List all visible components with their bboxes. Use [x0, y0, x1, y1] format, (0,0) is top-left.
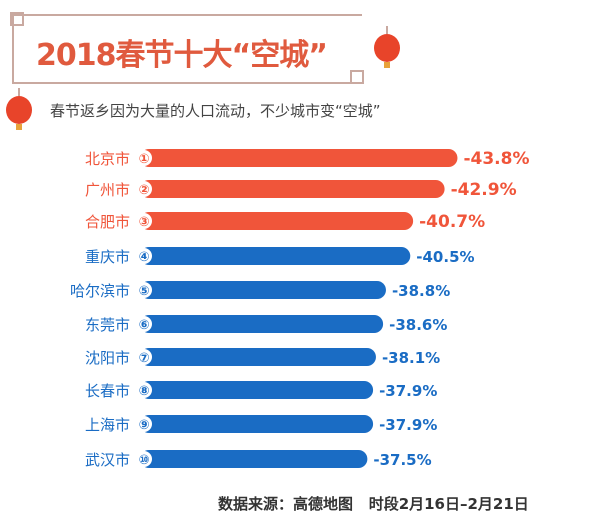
- category-label: 沈阳市: [85, 349, 130, 367]
- rank-badge: [136, 150, 152, 166]
- category-label: 上海市: [85, 416, 130, 434]
- rank-badge: [136, 416, 152, 432]
- value-label: -40.5%: [416, 248, 474, 266]
- rank-badge: [136, 382, 152, 398]
- decor-corner: [10, 12, 24, 26]
- rank-label: ⑩: [138, 453, 149, 468]
- category-label: 广州市: [85, 181, 130, 199]
- rank-label: ③: [138, 215, 149, 230]
- category-label: 合肥市: [85, 213, 130, 231]
- data-source: 数据来源：高德地图 时段2月16日–2月21日: [218, 493, 529, 514]
- period-text: 时段2月16日–2月21日: [368, 495, 529, 513]
- value-label: -38.1%: [382, 349, 440, 367]
- chart-subtitle: 春节返乡因为大量的人口流动，不少城市变“空城”: [50, 102, 381, 120]
- value-label: -37.5%: [373, 451, 431, 469]
- bar: [140, 348, 376, 366]
- value-label: -37.9%: [379, 416, 437, 434]
- category-label: 东莞市: [85, 316, 130, 334]
- rank-badge: [136, 248, 152, 264]
- rank-label: ④: [138, 250, 149, 265]
- value-label: -37.9%: [379, 382, 437, 400]
- bar: [140, 149, 458, 167]
- bar: [140, 315, 384, 333]
- bar: [140, 180, 445, 198]
- value-label: -42.9%: [451, 180, 517, 200]
- category-label: 哈尔滨市: [70, 282, 130, 300]
- decor-corner: [350, 70, 364, 84]
- rank-label: ⑤: [138, 284, 149, 299]
- bar: [140, 381, 374, 399]
- chart-title: 2018春节十大“空城”: [36, 38, 328, 73]
- bar: [140, 450, 368, 468]
- value-label: -38.6%: [389, 316, 447, 334]
- rank-badge: [136, 349, 152, 365]
- rank-badge: [136, 213, 152, 229]
- value-label: -43.8%: [463, 149, 529, 169]
- category-label: 武汉市: [85, 451, 130, 469]
- category-label: 北京市: [85, 150, 130, 168]
- title-frame: [12, 14, 362, 84]
- rank-label: ②: [138, 183, 149, 198]
- rank-badge: [136, 282, 152, 298]
- rank-label: ①: [138, 152, 149, 167]
- bar: [140, 212, 414, 230]
- value-label: -40.7%: [419, 212, 485, 232]
- lantern-icon: [6, 88, 32, 130]
- bar: [140, 415, 374, 433]
- rank-label: ⑦: [138, 351, 149, 366]
- lantern-icon: [374, 26, 400, 68]
- category-label: 重庆市: [85, 248, 130, 266]
- rank-badge: [136, 451, 152, 467]
- source-text: 数据来源：高德地图: [218, 495, 354, 513]
- rank-label: ⑨: [138, 418, 149, 433]
- bar: [140, 247, 411, 265]
- rank-badge: [136, 316, 152, 332]
- value-label: -38.8%: [392, 282, 450, 300]
- rank-label: ⑧: [138, 384, 149, 399]
- bar: [140, 281, 386, 299]
- rank-label: ⑥: [138, 318, 149, 333]
- category-label: 长春市: [85, 382, 130, 400]
- rank-badge: [136, 181, 152, 197]
